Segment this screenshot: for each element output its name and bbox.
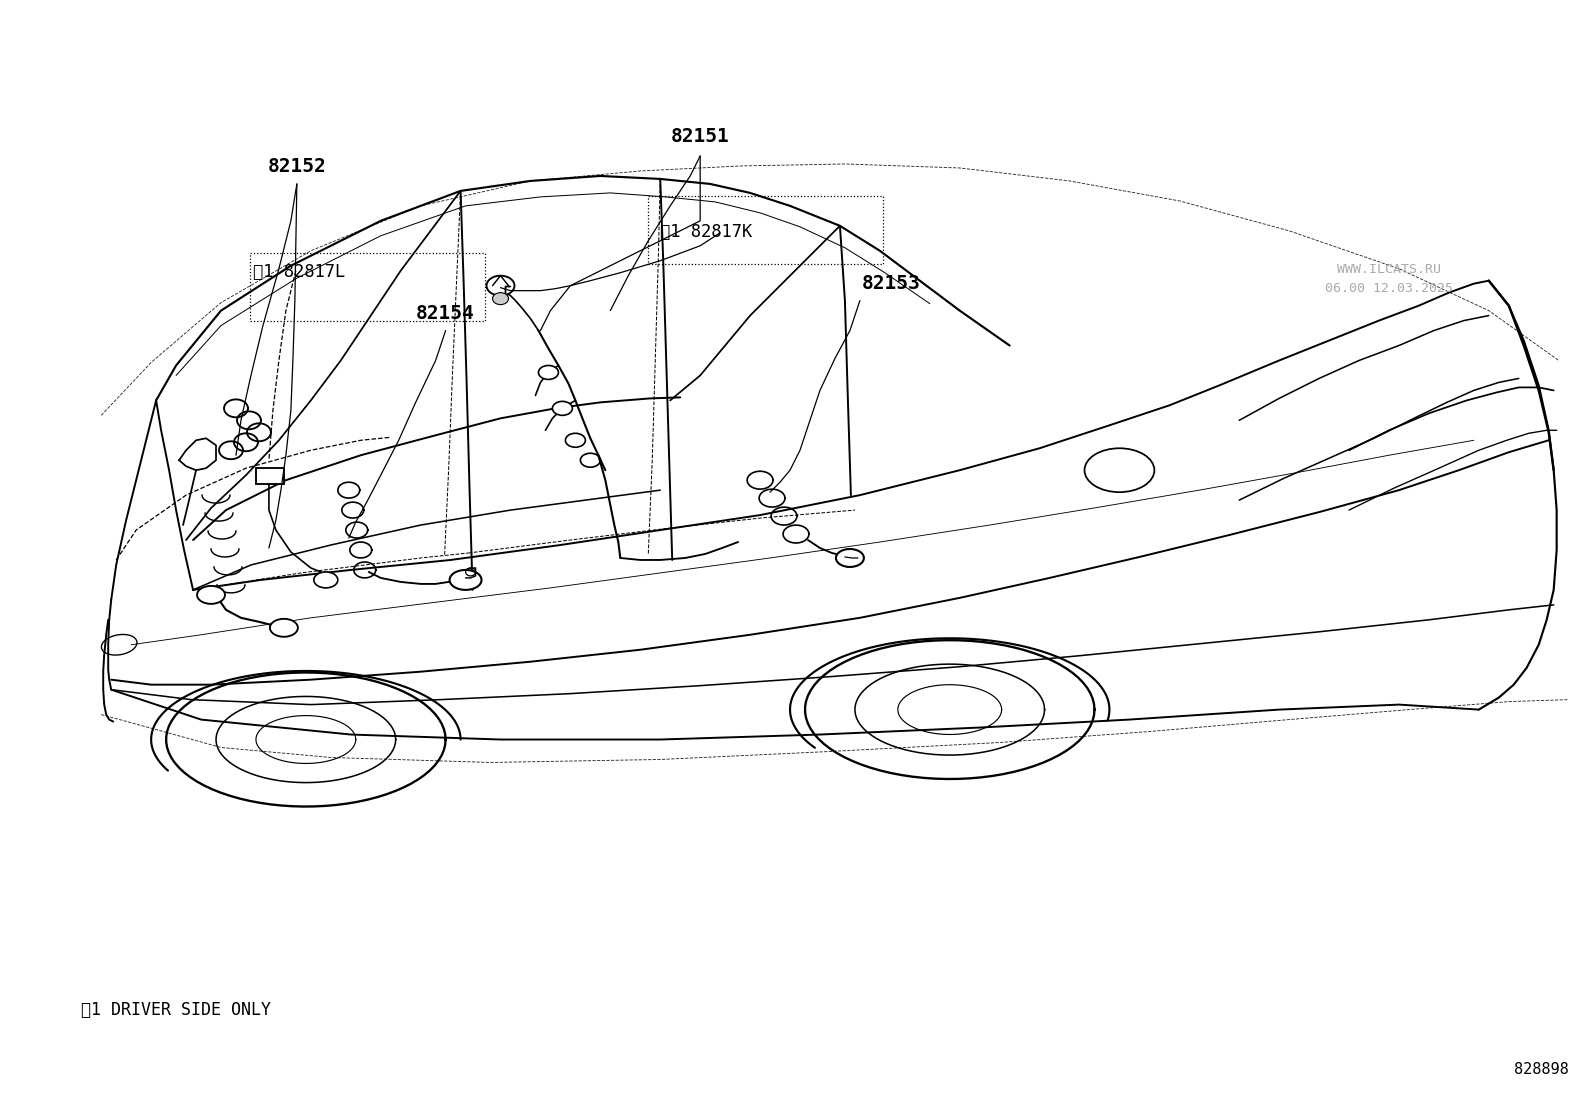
Ellipse shape [314, 571, 338, 588]
Text: 82153: 82153 [861, 274, 920, 292]
Bar [648, 196, 884, 264]
Ellipse shape [449, 570, 481, 590]
Ellipse shape [836, 550, 864, 567]
Bar [256, 468, 283, 485]
Ellipse shape [271, 619, 298, 636]
Text: 82154: 82154 [416, 303, 474, 323]
Text: ※1 DRIVER SIDE ONLY: ※1 DRIVER SIDE ONLY [81, 1001, 271, 1019]
Text: 82151: 82151 [670, 127, 729, 146]
Ellipse shape [565, 433, 586, 447]
Ellipse shape [487, 276, 514, 296]
Ellipse shape [552, 401, 573, 415]
Text: 82152: 82152 [267, 157, 326, 176]
Ellipse shape [538, 366, 559, 379]
Ellipse shape [492, 292, 508, 304]
Text: 828898: 828898 [1514, 1062, 1568, 1077]
Text: ※1 82817L: ※1 82817L [253, 263, 345, 280]
Text: WWW.ILCATS.RU
06.00 12.03.2025: WWW.ILCATS.RU 06.00 12.03.2025 [1325, 263, 1453, 295]
Text: ※1 82817K: ※1 82817K [661, 223, 753, 241]
Bar [250, 253, 484, 321]
Ellipse shape [197, 586, 224, 603]
Ellipse shape [581, 453, 600, 467]
